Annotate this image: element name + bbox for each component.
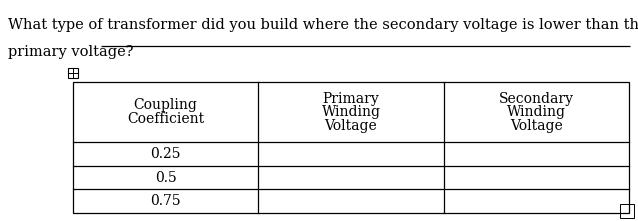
Text: Voltage: Voltage xyxy=(510,119,563,133)
Text: Winding: Winding xyxy=(507,105,566,119)
Text: Voltage: Voltage xyxy=(325,119,377,133)
Text: What type of transformer did you build where the secondary voltage is lower than: What type of transformer did you build w… xyxy=(8,18,638,32)
Text: Primary: Primary xyxy=(323,92,380,106)
Text: Winding: Winding xyxy=(322,105,380,119)
Bar xyxy=(620,204,634,218)
Text: primary voltage?: primary voltage? xyxy=(8,45,133,59)
Text: Coupling: Coupling xyxy=(134,98,198,112)
Text: Secondary: Secondary xyxy=(499,92,574,106)
Bar xyxy=(68,68,78,78)
Bar xyxy=(73,82,629,213)
Text: 0.5: 0.5 xyxy=(155,171,177,185)
Text: 0.75: 0.75 xyxy=(151,194,181,208)
Text: 0.25: 0.25 xyxy=(151,147,181,161)
Text: Coefficient: Coefficient xyxy=(127,112,204,126)
